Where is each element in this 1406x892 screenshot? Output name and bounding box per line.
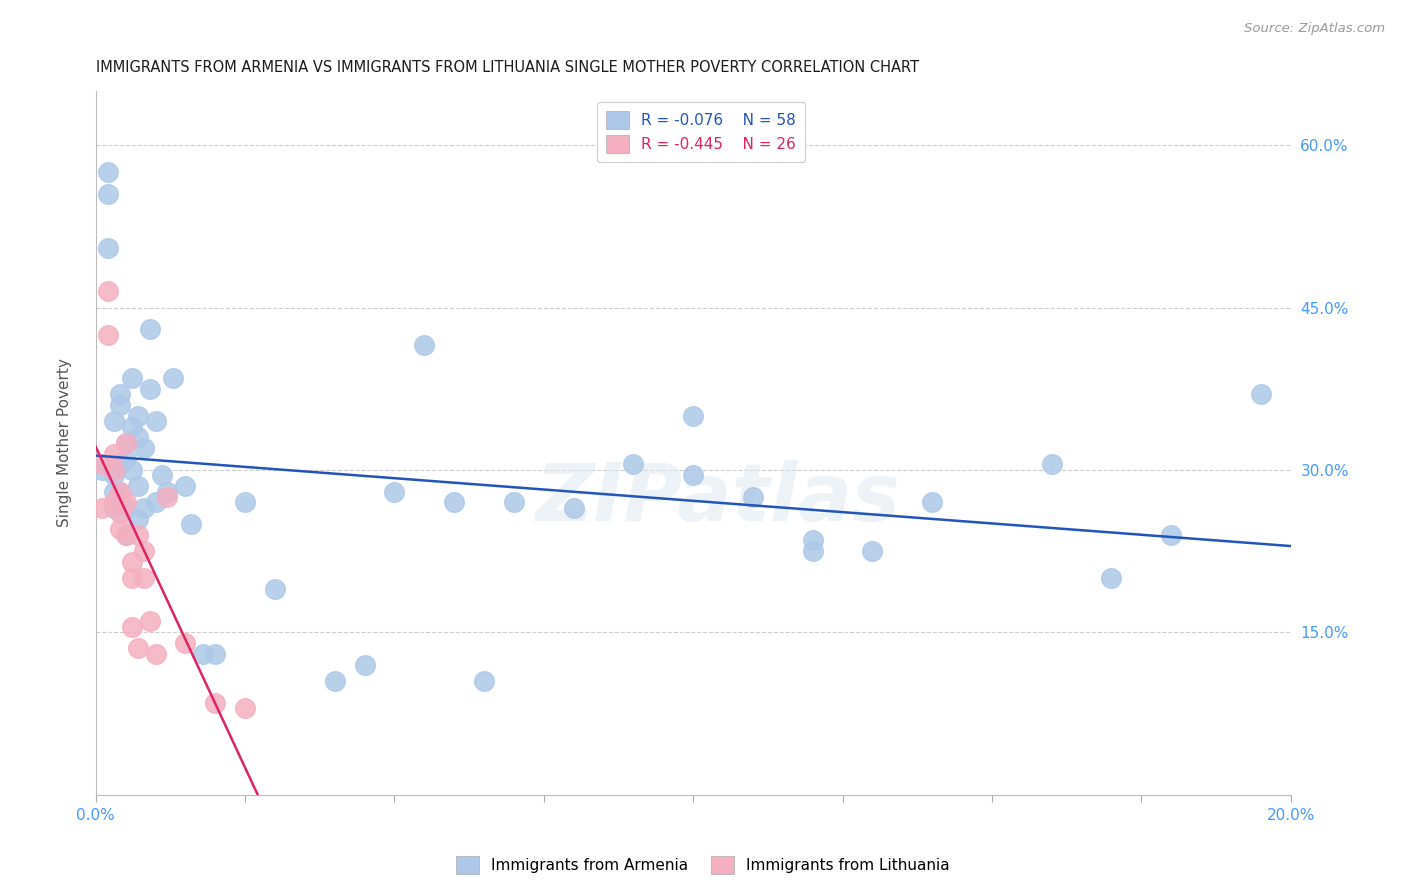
Point — [114, 528, 136, 542]
Point — [127, 409, 149, 423]
Point — [114, 500, 136, 515]
Point — [103, 495, 125, 509]
Point — [121, 419, 143, 434]
Point — [127, 528, 149, 542]
Point — [121, 571, 143, 585]
Point — [127, 479, 149, 493]
Point — [90, 458, 112, 472]
Point — [801, 544, 824, 558]
Point — [108, 398, 131, 412]
Point — [156, 490, 179, 504]
Point — [204, 696, 226, 710]
Text: IMMIGRANTS FROM ARMENIA VS IMMIGRANTS FROM LITHUANIA SINGLE MOTHER POVERTY CORRE: IMMIGRANTS FROM ARMENIA VS IMMIGRANTS FR… — [96, 60, 918, 75]
Point — [233, 495, 256, 509]
Point — [108, 484, 131, 499]
Point — [193, 647, 215, 661]
Point — [127, 511, 149, 525]
Point — [742, 490, 765, 504]
Point — [114, 452, 136, 467]
Point — [162, 371, 184, 385]
Text: Source: ZipAtlas.com: Source: ZipAtlas.com — [1244, 22, 1385, 36]
Legend: Immigrants from Armenia, Immigrants from Lithuania: Immigrants from Armenia, Immigrants from… — [450, 850, 956, 880]
Point — [103, 468, 125, 483]
Point — [1040, 458, 1063, 472]
Point — [623, 458, 645, 472]
Point — [132, 571, 155, 585]
Y-axis label: Single Mother Poverty: Single Mother Poverty — [58, 359, 72, 527]
Point — [413, 338, 436, 352]
Point — [233, 701, 256, 715]
Point — [353, 657, 375, 672]
Point — [156, 484, 179, 499]
Point — [132, 544, 155, 558]
Point — [138, 382, 160, 396]
Point — [443, 495, 465, 509]
Point — [204, 647, 226, 661]
Point — [103, 414, 125, 428]
Point — [860, 544, 883, 558]
Point — [97, 285, 120, 299]
Point — [90, 463, 112, 477]
Point — [384, 484, 406, 499]
Point — [1160, 528, 1182, 542]
Point — [121, 371, 143, 385]
Point — [114, 528, 136, 542]
Legend: R = -0.076    N = 58, R = -0.445    N = 26: R = -0.076 N = 58, R = -0.445 N = 26 — [596, 103, 806, 162]
Point — [108, 458, 131, 472]
Point — [562, 500, 585, 515]
Text: ZIPatlas: ZIPatlas — [534, 460, 900, 538]
Point — [97, 186, 120, 201]
Point — [114, 435, 136, 450]
Point — [264, 582, 287, 596]
Point — [174, 479, 197, 493]
Point — [127, 641, 149, 656]
Point — [132, 441, 155, 455]
Point — [108, 506, 131, 520]
Point — [145, 647, 167, 661]
Point — [921, 495, 943, 509]
Point — [180, 516, 202, 531]
Point — [108, 484, 131, 499]
Point — [90, 500, 112, 515]
Point — [150, 468, 173, 483]
Point — [127, 430, 149, 444]
Point — [114, 435, 136, 450]
Point — [472, 673, 495, 688]
Point — [801, 533, 824, 548]
Point — [103, 500, 125, 515]
Point — [174, 636, 197, 650]
Point — [121, 555, 143, 569]
Point — [121, 620, 143, 634]
Point — [1099, 571, 1122, 585]
Point — [132, 500, 155, 515]
Point — [682, 409, 704, 423]
Point — [682, 468, 704, 483]
Point — [145, 495, 167, 509]
Point — [114, 495, 136, 509]
Point — [138, 615, 160, 629]
Point — [103, 447, 125, 461]
Point — [1250, 387, 1272, 401]
Point — [108, 523, 131, 537]
Point — [97, 165, 120, 179]
Point — [323, 673, 346, 688]
Point — [121, 463, 143, 477]
Point — [103, 484, 125, 499]
Point — [97, 241, 120, 255]
Point — [97, 327, 120, 342]
Point — [145, 414, 167, 428]
Point — [108, 387, 131, 401]
Point — [138, 322, 160, 336]
Point — [503, 495, 526, 509]
Point — [103, 463, 125, 477]
